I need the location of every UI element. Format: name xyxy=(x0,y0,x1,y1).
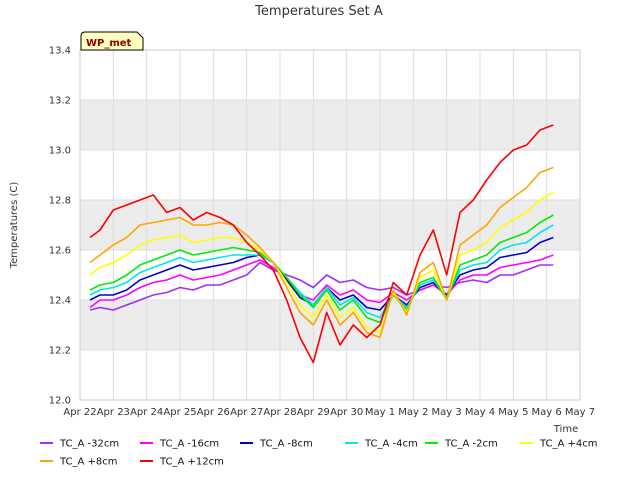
x-axis-label: Time xyxy=(553,424,578,435)
x-tick-label: Apr 22 xyxy=(63,407,96,418)
x-tick-label: Apr 30 xyxy=(330,407,363,418)
plot-band-lower xyxy=(80,300,580,350)
chart-title: Temperatures Set A xyxy=(254,4,383,19)
y-tick-label: 12.4 xyxy=(49,296,71,307)
plot-border xyxy=(79,49,581,401)
y-tick-label: 13.2 xyxy=(49,96,71,107)
y-tick-label: 13.4 xyxy=(49,46,71,57)
legend-label-0: TC_A -32cm xyxy=(59,439,119,450)
y-tick-label: 12.8 xyxy=(49,196,71,207)
plot-band-upper xyxy=(80,100,580,150)
series-line-6 xyxy=(89,166,554,339)
y-tick-label: 12.2 xyxy=(49,346,71,357)
y-tick-label: 13.0 xyxy=(49,146,71,157)
y-axis-label: Temperatures (C) xyxy=(9,182,20,270)
x-axis-ticks: Apr 22 Apr 23 Apr 24 Apr 25 Apr 26 Apr 27 Apr … xyxy=(63,407,595,418)
legend-label-6: TC_A +8cm xyxy=(59,457,118,468)
y-tick-label: 12.0 xyxy=(49,396,71,407)
x-tick-label: May 3 xyxy=(432,407,462,418)
site-label-badge: WP_met xyxy=(80,31,144,51)
x-tick-label: May 6 xyxy=(532,407,562,418)
x-tick-label: May 4 xyxy=(465,407,495,418)
legend-label-5: TC_A +4cm xyxy=(539,439,598,450)
y-axis-ticks: 12.0 12.2 12.4 12.6 12.8 13.0 13.2 13.4 xyxy=(49,46,71,407)
y-tick-label: 12.6 xyxy=(49,246,71,257)
legend: TC_A -32cm TC_A -16cm TC_A -8cm TC_A -4cm TC… xyxy=(40,439,598,468)
x-tick-label: May 2 xyxy=(398,407,428,418)
series-line-5 xyxy=(89,191,554,334)
plot-area xyxy=(79,49,581,401)
x-tick-label: Apr 24 xyxy=(130,407,163,418)
legend-label-2: TC_A -8cm xyxy=(259,439,313,450)
legend-label-7: TC_A +12cm xyxy=(159,457,224,468)
legend-label-3: TC_A -4cm xyxy=(364,439,418,450)
series-line-4 xyxy=(89,214,554,324)
x-tick-label: Apr 28 xyxy=(263,407,296,418)
series-line-0 xyxy=(89,261,554,311)
series-lines xyxy=(89,124,554,364)
series-line-3 xyxy=(89,224,554,319)
x-tick-label: Apr 26 xyxy=(197,407,230,418)
x-tick-label: May 7 xyxy=(565,407,595,418)
x-tick-label: May 5 xyxy=(498,407,528,418)
x-tick-label: Apr 25 xyxy=(163,407,196,418)
x-tick-label: Apr 23 xyxy=(97,407,130,418)
x-tick-label: Apr 27 xyxy=(230,407,263,418)
series-line-7 xyxy=(89,124,554,364)
x-tick-label: Apr 29 xyxy=(297,407,330,418)
site-label: WP_met xyxy=(86,38,132,49)
site-label-box xyxy=(80,31,144,51)
legend-label-1: TC_A -16cm xyxy=(159,439,219,450)
legend-label-4: TC_A -2cm xyxy=(444,439,498,450)
series-line-1 xyxy=(89,254,554,309)
x-tick-label: May 1 xyxy=(365,407,395,418)
